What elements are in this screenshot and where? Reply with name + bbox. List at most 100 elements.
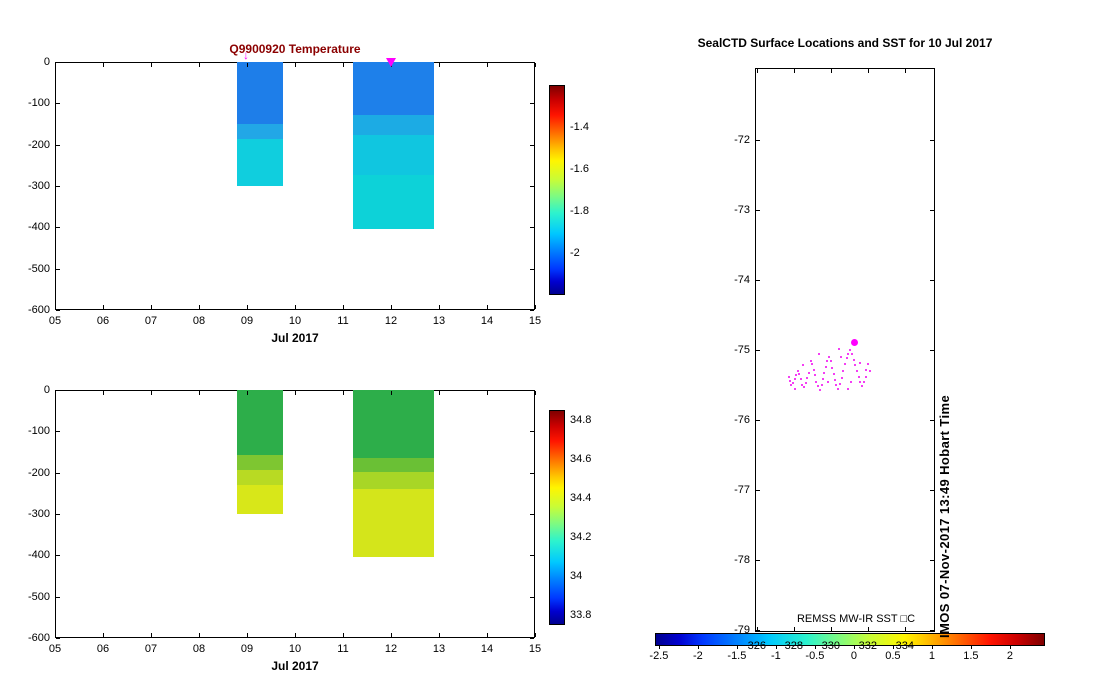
seal-location-point	[806, 377, 809, 379]
seal-location-point	[857, 375, 860, 378]
seal-location-point	[818, 388, 821, 391]
y-tick-mark	[530, 596, 534, 598]
axes-box	[55, 390, 535, 638]
y-tick-mark	[56, 638, 60, 639]
sst-colorbar-gradient	[655, 633, 1045, 646]
x-tick-mark	[487, 633, 488, 637]
y-tick-mark	[56, 431, 60, 433]
profile-band	[237, 469, 283, 486]
x-tick-mark	[103, 63, 104, 67]
profile-band	[352, 390, 435, 458]
sst-colorbar-tick-mark	[658, 646, 660, 649]
x-tick-mark	[103, 633, 104, 637]
map-y-tick-label: -77	[734, 483, 750, 496]
sst-colorbar-tick-mark	[1009, 646, 1011, 649]
x-tick-mark	[247, 633, 248, 637]
y-tick-mark	[56, 514, 60, 515]
y-tick-mark	[56, 596, 60, 598]
x-tick-label: 10	[288, 643, 302, 655]
y-tick-label: -400	[27, 221, 50, 234]
y-tick-label: -200	[27, 138, 50, 151]
sst-colorbar-tick-label: -1.5	[727, 650, 747, 662]
map-x-tick-mark	[830, 627, 832, 631]
x-tick-mark	[439, 391, 440, 395]
x-tick-mark	[199, 391, 200, 395]
y-tick-label: -600	[27, 304, 50, 316]
map-box	[755, 68, 935, 632]
seal-location-point	[802, 364, 805, 367]
x-tick-label: 15	[528, 643, 542, 655]
y-tick-mark	[530, 103, 534, 105]
map-y-tick-mark	[930, 559, 934, 561]
x-tick-mark	[391, 633, 392, 637]
x-tick-mark	[295, 391, 296, 395]
seal-location-point	[828, 356, 830, 358]
seal-location-point	[839, 382, 842, 385]
x-tick-mark	[535, 63, 536, 67]
y-tick-mark	[56, 144, 60, 146]
map-y-tick-label: -76	[734, 413, 750, 426]
map-x-tick-label: 328	[784, 640, 804, 652]
sst-colorbar-tick-mark	[892, 646, 894, 649]
x-tick-label: 12	[384, 643, 398, 655]
profile-band	[237, 138, 283, 186]
x-tick-mark	[199, 63, 200, 67]
seal-location-point	[863, 381, 866, 384]
colorbar-tick-label: 34.2	[570, 531, 592, 544]
x-tick-label: 06	[96, 643, 110, 655]
profile-band	[352, 489, 435, 558]
seal-location-point	[854, 364, 857, 367]
seal-location-point	[811, 363, 814, 365]
seal-location-point	[791, 381, 794, 384]
profile-band	[352, 457, 435, 472]
y-tick-mark	[530, 431, 534, 433]
profile-band	[352, 62, 435, 115]
seal-location-point	[859, 380, 862, 383]
seal-location-point	[868, 370, 871, 372]
map-x-tick-mark	[867, 69, 869, 73]
sst-colorbar-tick-mark	[970, 646, 972, 649]
seal-location-point	[833, 379, 836, 382]
x-tick-mark	[535, 305, 536, 309]
x-tick-mark	[391, 391, 392, 395]
sst-colorbar-tick-mark	[931, 646, 933, 649]
temperature-xlabel: Jul 2017	[271, 331, 319, 345]
colorbar-tick-label: 34.6	[570, 452, 592, 465]
y-tick-mark	[530, 227, 534, 229]
map-y-tick-mark	[756, 210, 760, 212]
x-tick-mark	[55, 63, 56, 67]
x-tick-label: 13	[432, 315, 446, 327]
map-x-tick-label: 326	[747, 640, 767, 652]
x-tick-mark	[295, 633, 296, 637]
seal-location-point	[851, 353, 854, 356]
y-tick-label: 0	[43, 384, 50, 396]
x-tick-mark	[535, 391, 536, 395]
y-tick-mark	[530, 472, 534, 474]
profile-band	[352, 174, 435, 230]
x-tick-label: 15	[528, 315, 542, 327]
y-tick-mark	[530, 186, 534, 187]
seal-location-point	[793, 377, 796, 380]
seal-location-point	[820, 384, 823, 386]
x-tick-mark	[151, 391, 152, 395]
x-tick-label: 13	[432, 643, 446, 655]
seal-location-point	[795, 373, 798, 376]
sst-colorbar-tick-label: 0	[850, 650, 857, 662]
y-tick-mark	[530, 390, 534, 391]
map-y-tick-mark	[756, 489, 760, 491]
map-y-tick-mark	[930, 140, 934, 142]
y-tick-mark	[56, 390, 60, 391]
x-tick-mark	[199, 305, 200, 309]
seal-location-point	[798, 372, 801, 375]
map-y-tick-label: -79	[734, 623, 750, 636]
y-tick-mark	[530, 310, 534, 311]
seal-location-point	[865, 368, 868, 371]
profile-start-marker-icon	[386, 58, 396, 67]
seal-location-point	[814, 374, 817, 377]
x-tick-mark	[343, 391, 344, 395]
map-y-tick-label: -73	[734, 204, 750, 217]
seal-location-point	[803, 386, 805, 389]
sst-colorbar-tick-mark	[697, 646, 699, 649]
y-tick-label: -200	[27, 466, 50, 479]
y-tick-mark	[530, 638, 534, 639]
